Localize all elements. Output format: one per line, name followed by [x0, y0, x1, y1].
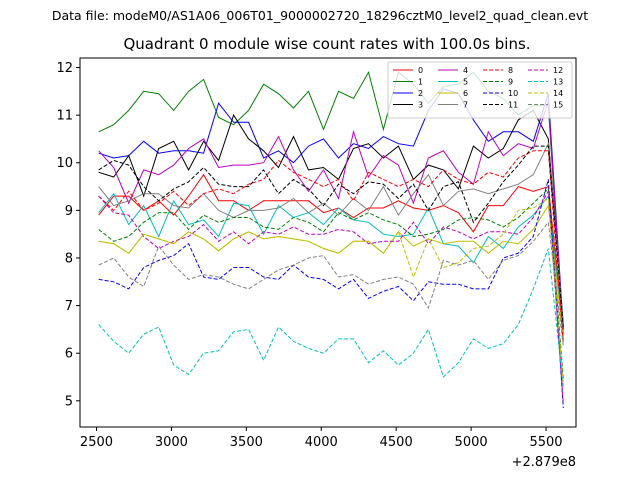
- legend-label-3: 3: [418, 101, 423, 110]
- series-line-15: [98, 221, 564, 347]
- y-tick-label: 12: [56, 61, 73, 76]
- legend-label-12: 12: [553, 66, 563, 75]
- plot-frame: [79, 57, 577, 428]
- x-tick-label: 5500: [529, 435, 562, 450]
- legend-label-11: 11: [508, 101, 518, 110]
- x-tick-label: 4000: [305, 435, 338, 450]
- x-tick-label: 5000: [455, 435, 488, 450]
- series-line-4: [98, 100, 564, 335]
- legend-box: [387, 61, 573, 119]
- series-line-9: [98, 187, 564, 380]
- series-layer: [98, 70, 564, 409]
- legend-label-0: 0: [418, 66, 423, 75]
- legend-label-1: 1: [418, 78, 423, 87]
- y-tick-label: 6: [65, 347, 73, 362]
- series-line-12: [98, 189, 564, 404]
- legend-label-9: 9: [508, 78, 513, 87]
- x-tick-label: 2500: [80, 435, 113, 450]
- chart-suptitle: Data file: modeM0/AS1A06_006T01_90000027…: [52, 8, 588, 23]
- legend-label-10: 10: [508, 89, 518, 98]
- series-line-5: [98, 192, 564, 337]
- series-line-2: [98, 88, 564, 330]
- legend-label-7: 7: [463, 101, 468, 110]
- x-axis-offset-label: +2.879e8: [512, 455, 576, 470]
- series-line-3: [98, 109, 564, 325]
- y-tick-label: 11: [56, 109, 73, 124]
- y-tick-label: 10: [56, 156, 73, 171]
- legend-label-8: 8: [508, 66, 513, 75]
- series-line-14: [98, 197, 564, 385]
- series-line-10: [98, 179, 564, 409]
- legend-label-5: 5: [463, 78, 468, 87]
- legend-label-15: 15: [553, 101, 563, 110]
- y-tick-label: 9: [65, 204, 73, 219]
- x-tick-label: 3000: [155, 435, 188, 450]
- y-tick-label: 5: [65, 394, 73, 409]
- legend-label-14: 14: [553, 89, 563, 98]
- series-line-8: [98, 150, 564, 344]
- series-line-13: [98, 248, 564, 387]
- series-line-0: [98, 173, 564, 330]
- y-tick-label: 7: [65, 299, 73, 314]
- legend-label-4: 4: [463, 66, 468, 75]
- y-tick-label: 8: [65, 251, 73, 266]
- legend-label-2: 2: [418, 89, 423, 98]
- legend-label-6: 6: [463, 89, 468, 98]
- chart-title: Quadrant 0 module wise count rates with …: [123, 35, 530, 53]
- legend-label-13: 13: [553, 78, 563, 87]
- series-line-11: [98, 145, 564, 328]
- x-tick-label: 4500: [380, 435, 413, 450]
- x-tick-label: 3500: [230, 435, 263, 450]
- series-line-7: [98, 141, 564, 325]
